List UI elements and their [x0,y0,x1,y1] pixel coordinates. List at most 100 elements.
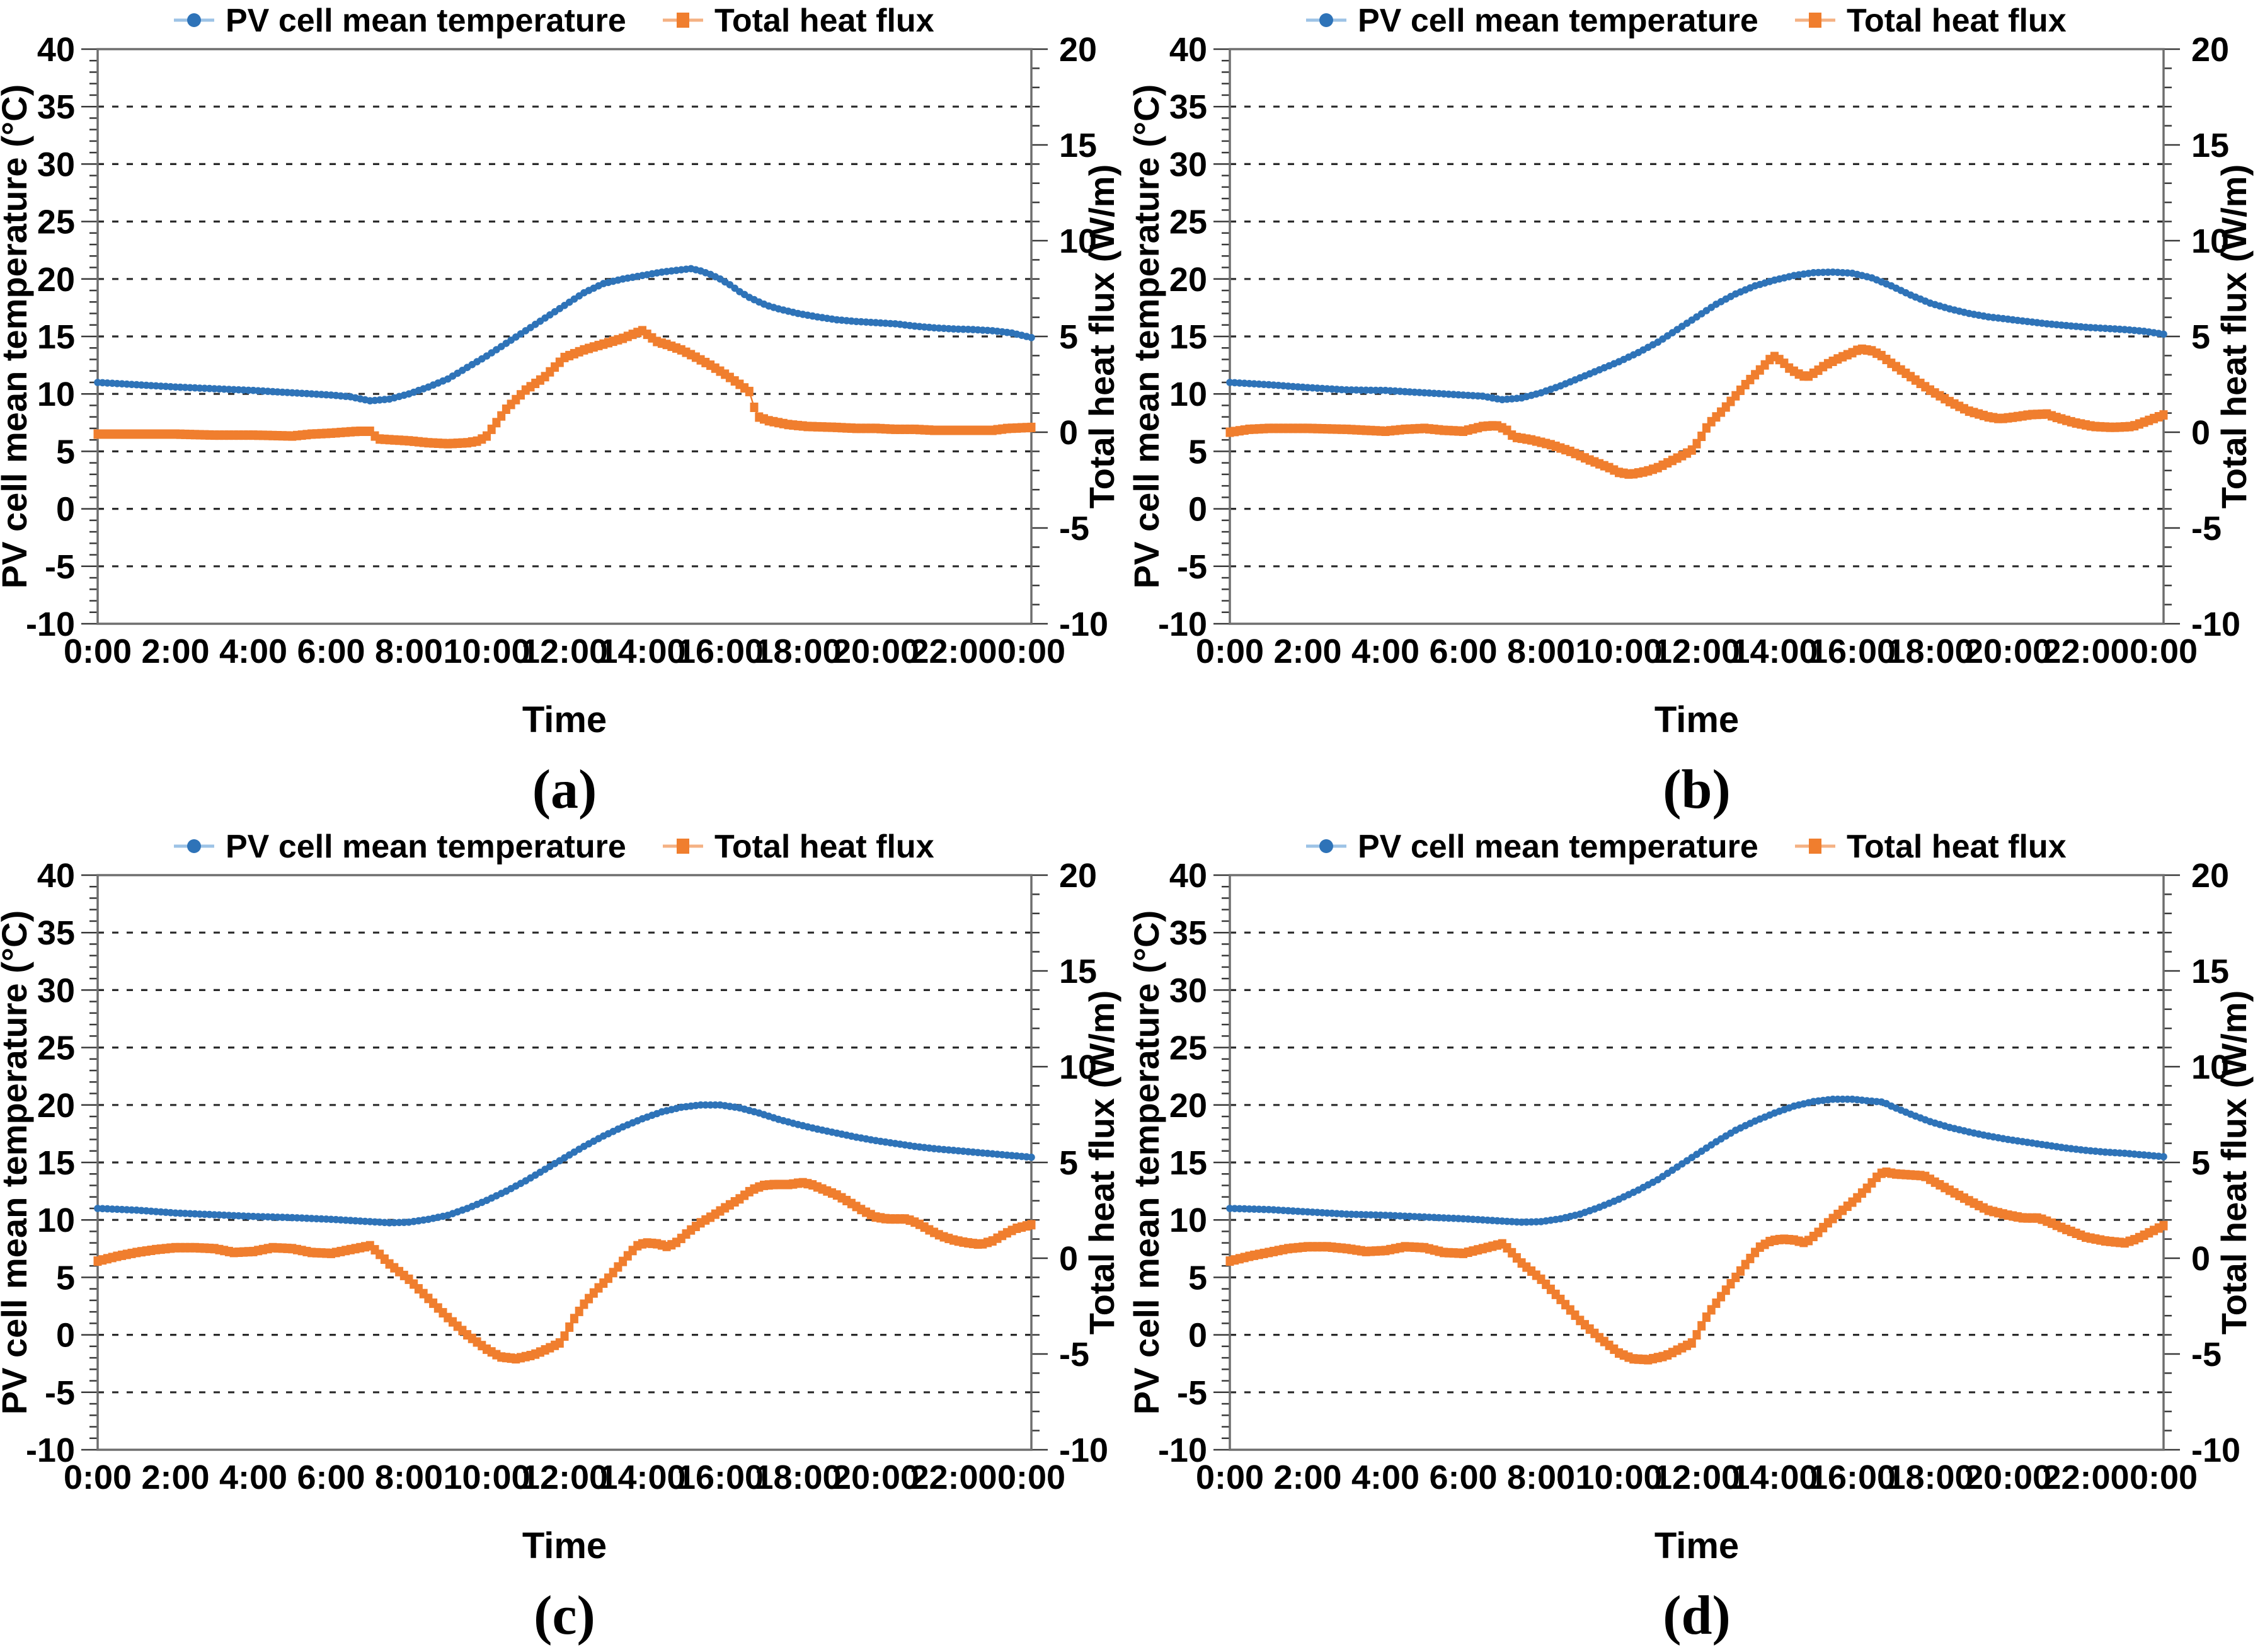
x-axis-tick-label: 0:00 [997,633,1065,670]
series-total-heat-flux [93,326,1036,449]
temperature-marker-icon [1319,13,1333,27]
x-axis-title: Time [522,699,607,740]
x-axis-tick-label: 2:00 [1273,633,1341,670]
axis-ticks [81,874,1048,1451]
x-axis-tick-label: 8:00 [375,633,443,670]
right-axis-tick-label: 20 [2191,31,2229,69]
left-axis-tick-label: -10 [26,605,75,643]
right-axis-tick-label: 10 [2191,1048,2229,1086]
x-axis-tick-label: 22:00 [910,633,997,670]
x-axis-tick-label: 0:00 [1196,1459,1264,1496]
left-axis-tick-label: 30 [1169,146,1207,183]
x-axis-tick-label: 14:00 [599,633,685,670]
right-axis-tick-label: -10 [2191,1431,2240,1469]
x-axis-tick-label: 20:00 [1964,1459,2051,1496]
gridlines [98,105,1031,568]
legend-item-flux: Total heat flux [663,3,934,39]
legend-label-temperature: PV cell mean temperature [226,3,626,39]
left-axis-tick-label: -10 [1158,1431,1207,1469]
x-axis-tick-label: 6:00 [1429,633,1497,670]
right-axis-tick-label: 15 [1059,127,1097,164]
panel-b: 40 35 30 25 20 15 10 5 0 -5 -10 20 15 10 5 0 -5 -10 0:00 2:… [1132,0,2265,826]
left-axis-tick-label: -5 [45,1374,75,1412]
x-axis-tick-label: 20:00 [1964,633,2051,670]
left-axis-tick-label: 40 [37,31,75,69]
right-axis-tick-label: 15 [2191,953,2229,990]
x-axis-tick-label: 10:00 [443,1459,530,1496]
gridlines [98,931,1031,1394]
right-axis-tick-label: 0 [2191,1240,2210,1278]
x-axis-tick-label: 4:00 [219,1459,287,1496]
right-axis-tick-label: -5 [2191,510,2222,548]
left-axis-tick-label: 20 [37,261,75,299]
gridlines [1230,105,2164,568]
x-axis-tick-label: 8:00 [1507,1459,1575,1496]
legend-item-flux: Total heat flux [1795,829,2067,865]
left-axis-tick-label: 25 [37,204,75,241]
x-axis-tick-label: 14:00 [599,1459,685,1496]
x-axis-title: Time [1654,699,1739,740]
left-axis-tick-label: 20 [1169,261,1207,299]
right-axis-tick-label: 5 [1059,1144,1078,1182]
legend-label-flux: Total heat flux [714,3,934,39]
right-axis-tick-label: 5 [2191,318,2210,356]
right-axis-tick-label: 5 [2191,1144,2210,1182]
left-axis-tick-label: 0 [1188,491,1207,529]
left-axis-tick-label: 15 [37,318,75,356]
left-axis-tick-label: 10 [37,376,75,413]
x-axis-tick-label: 10:00 [1575,633,1662,670]
legend-label-flux: Total heat flux [714,829,934,865]
x-axis-tick-label: 12:00 [521,1459,608,1496]
right-axis-tick-label: 10 [2191,222,2229,260]
right-axis-tick-label: 0 [2191,414,2210,452]
x-axis-tick-label: 22:00 [2042,633,2129,670]
x-axis-tick-label: 0:00 [997,1459,1065,1496]
panel-letter-label: (a) [532,759,597,820]
x-axis-tick-label: 0:00 [2130,633,2198,670]
legend: PV cell mean temperature Total heat flux [1306,829,2067,865]
x-axis-tick-label: 12:00 [521,633,608,670]
x-axis-tick-label: 6:00 [297,633,365,670]
x-axis-tick-label: 2:00 [141,1459,209,1496]
right-axis-tick-label: 10 [1059,1048,1097,1086]
temperature-marker-icon [187,839,201,853]
left-axis-tick-label: 10 [1169,376,1207,413]
flux-marker-icon [1809,839,1821,854]
axis-ticks [1213,874,2180,1451]
left-axis-tick-label: 15 [1169,318,1207,356]
legend-item-flux: Total heat flux [1795,3,2067,39]
left-axis-tick-label: 30 [1169,972,1207,1009]
left-axis-tick-label: 35 [1169,88,1207,126]
x-axis-tick-label: 16:00 [1809,1459,1896,1496]
series-total-heat-flux [93,1178,1036,1364]
x-axis-tick-label: 4:00 [1351,1459,1419,1496]
x-axis-tick-label: 18:00 [1886,633,1973,670]
x-axis-tick-label: 8:00 [375,1459,443,1496]
left-axis-tick-label: 5 [56,1259,75,1297]
legend: PV cell mean temperature Total heat flux [174,3,934,39]
flux-marker-icon [677,13,689,28]
right-axis-tick-label: 5 [1059,318,1078,356]
right-axis-title: Total heat flux (W/m) [1082,990,1121,1335]
legend-item-temperature: PV cell mean temperature [174,829,626,865]
legend-item-flux: Total heat flux [663,829,934,865]
right-axis-tick-label: 20 [2191,857,2229,895]
left-axis-tick-label: -5 [45,548,75,586]
x-axis-tick-label: 0:00 [1196,633,1264,670]
left-axis-tick-label: -10 [1158,605,1207,643]
left-axis-tick-label: 25 [37,1030,75,1067]
x-axis-tick-label: 8:00 [1507,633,1575,670]
left-axis-title: PV cell mean temperature (°C) [0,910,34,1414]
right-axis-title: Total heat flux (W/m) [2214,164,2254,509]
left-axis-tick-label: 30 [37,146,75,183]
x-axis-tick-label: 16:00 [1809,633,1896,670]
left-axis-tick-label: 0 [56,1317,75,1355]
x-axis-tick-label: 18:00 [754,1459,841,1496]
